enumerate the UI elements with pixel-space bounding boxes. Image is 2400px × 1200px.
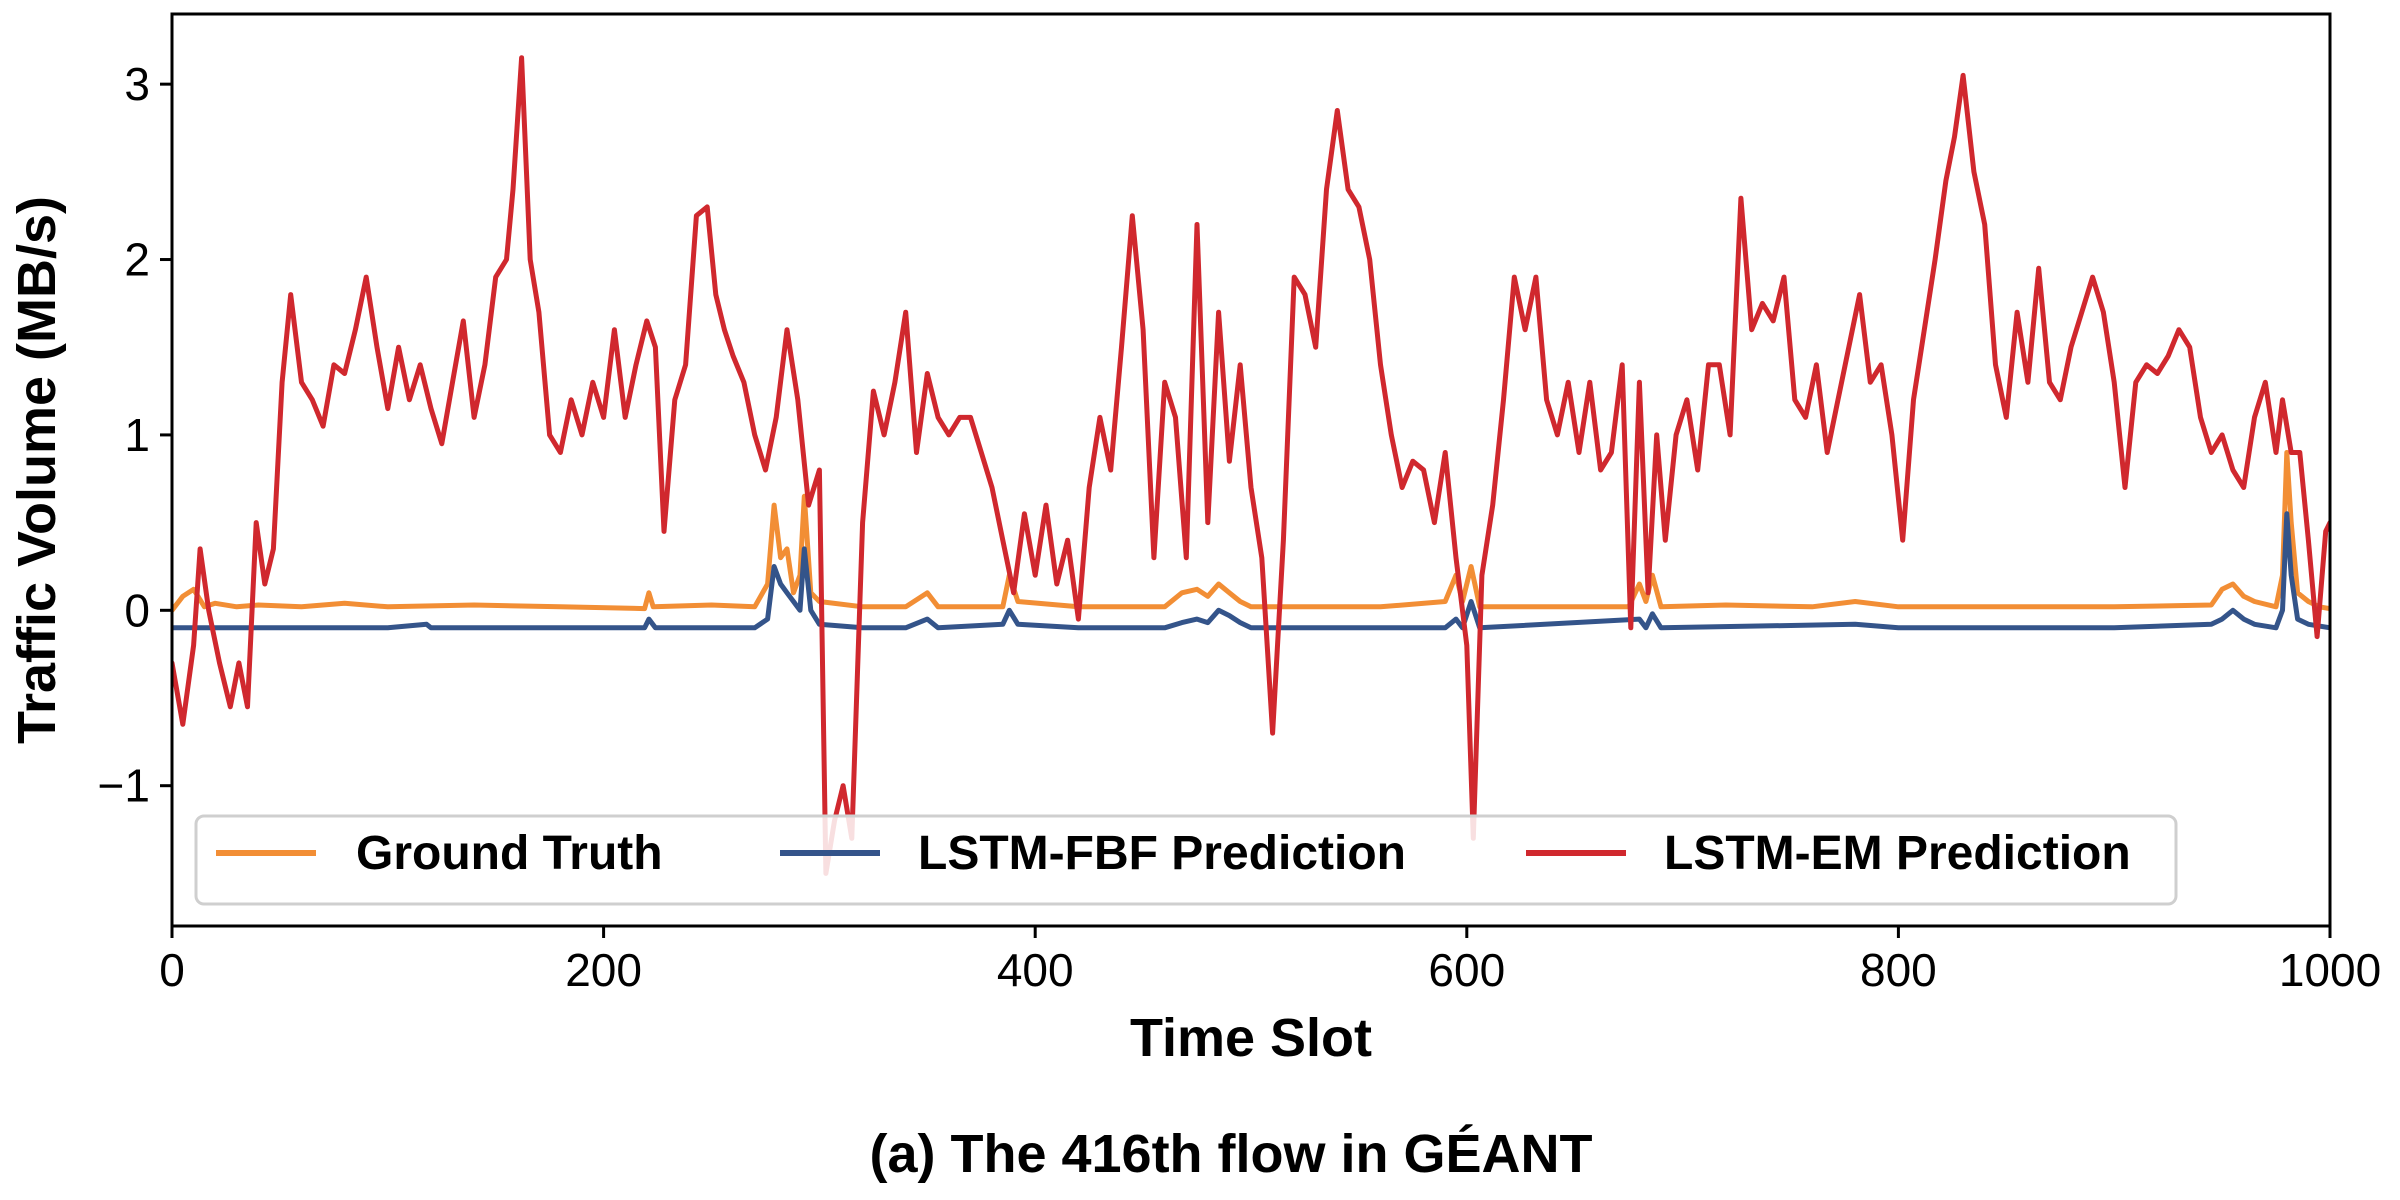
y-tick-label: −1 (98, 760, 150, 812)
y-tick-label: 1 (124, 409, 150, 461)
y-tick-label: 2 (124, 234, 150, 286)
legend: Ground Truth LSTM-FBF Prediction LSTM-EM P… (194, 814, 2178, 906)
x-tick-label: 800 (1860, 944, 1937, 996)
x-axis-title: Time Slot (1130, 1008, 1372, 1068)
legend-label: LSTM-FBF Prediction (918, 827, 1406, 880)
ticks-layer: 0 200 400 600 800 1000 −1 0 1 2 3 (98, 58, 2382, 996)
series-layer (172, 55, 2330, 876)
plot-frame (170, 12, 2332, 928)
x-tick-label: 400 (997, 944, 1074, 996)
series-line-3 (172, 55, 2330, 876)
y-tick-label: 0 (124, 584, 150, 636)
figure-caption: (a) The 416th flow in GÉANT (869, 1124, 1592, 1184)
x-tick-label: 1000 (2279, 944, 2381, 996)
legend-label: LSTM-EM Prediction (1664, 827, 2131, 880)
y-axis-title: Traffic Volume (MB/s) (7, 196, 67, 744)
x-tick-label: 600 (1428, 944, 1505, 996)
x-tick-label: 0 (159, 944, 185, 996)
series-line-2 (172, 511, 2330, 631)
y-tick-label: 3 (124, 58, 150, 110)
series-line-1 (172, 450, 2330, 613)
x-tick-label: 200 (565, 944, 642, 996)
legend-label: Ground Truth (356, 827, 663, 880)
legend-box (194, 814, 2178, 906)
